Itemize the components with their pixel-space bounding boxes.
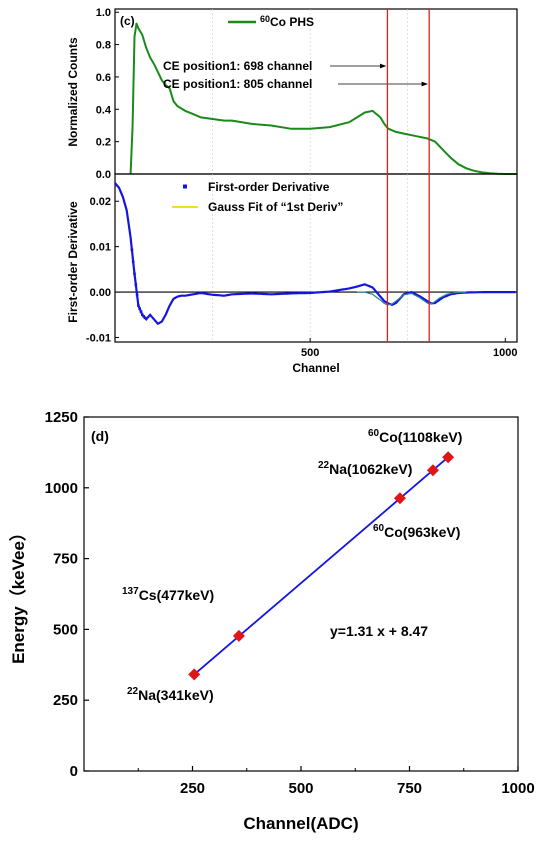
fit-equation: y=1.31 x + 8.47 [330, 623, 428, 639]
derivative-y-tick-label: 0.02 [90, 196, 111, 208]
calibration-x-tick-label: 250 [180, 780, 205, 797]
derivative-point [130, 248, 134, 251]
derivative-x-tick-label: 1000 [493, 347, 517, 359]
calibration-point [393, 492, 406, 505]
derivative-point [138, 307, 142, 311]
calibration-point-label: 22Na(341keV) [127, 686, 214, 703]
calibration-y-tick-label: 0 [70, 763, 78, 780]
derivative-panel: 0.02 0.01 0.00 -0.01 500 1000 First-order De… [66, 173, 518, 375]
phs-legend-sup: 60 [260, 14, 270, 24]
derivative-series-line [114, 182, 516, 326]
calibration-x-tick-label: 500 [288, 780, 313, 797]
gauss-fit-line [357, 291, 467, 306]
derivative-point [131, 260, 135, 264]
derivative-point [141, 313, 144, 317]
phs-legend-name: Co PHS [270, 15, 314, 29]
calibration-y-tick-label: 1000 [45, 480, 78, 497]
derivative-point [139, 310, 143, 314]
calibration-y-tick-label: 250 [53, 692, 78, 709]
phs-y-tick-label: 0.0 [96, 169, 111, 181]
derivative-legend-text: First-order Derivative [208, 180, 330, 194]
phs-y-tick-label: 1.0 [96, 7, 111, 19]
derivative-point [135, 293, 139, 297]
derivative-x-axis-label: Channel [292, 361, 339, 375]
calibration-x-tick-label: 750 [397, 780, 422, 797]
calibration-point [188, 668, 201, 681]
calibration-point [426, 464, 439, 477]
calibration-point-label: 60Co(963keV) [373, 523, 460, 540]
derivative-y-tick-label: -0.01 [86, 332, 111, 344]
derivative-point [134, 283, 138, 286]
derivative-legend-marker [183, 184, 187, 189]
phs-y-axis-label: Normalized Counts [66, 37, 80, 147]
derivative-point [133, 272, 136, 276]
phs-y-tick-label: 0.4 [96, 104, 112, 116]
derivative-y-tick-label: 0.00 [90, 287, 111, 299]
calibration-y-tick-label: 500 [53, 621, 78, 638]
derivative-y-axis-label: First-order Derivative [66, 201, 80, 323]
phs-series-line [129, 22, 517, 175]
calibration-y-tick-label: 1250 [45, 409, 78, 426]
calibration-point [232, 629, 245, 642]
ce-position-annotation: CE position1: 698 channel [163, 59, 312, 73]
phs-y-tick-label: 0.2 [96, 137, 111, 149]
phs-y-tick-label: 0.8 [96, 40, 111, 52]
calibration-y-tick-label: 750 [53, 551, 78, 568]
calibration-x-tick-label: 1000 [501, 780, 534, 797]
phs-plot-frame [114, 8, 518, 175]
phs-legend-text: 60Co PHS [260, 14, 314, 29]
derivative-point [137, 304, 140, 307]
derivative-y-tick-label: 0.01 [90, 242, 111, 254]
derivative-point [143, 316, 147, 320]
calibration-y-axis-label: Energy（keVee） [8, 524, 28, 664]
derivative-legend-text: Gauss Fit of “1st Deriv” [208, 200, 343, 214]
derivative-plot-frame [114, 173, 518, 343]
panel-label-c: (c) [120, 14, 135, 28]
ce-position-annotation: CE position1: 805 channel [163, 77, 312, 91]
calibration-point [442, 451, 455, 464]
calibration-point-label: 60Co(1108keV) [368, 428, 462, 445]
derivative-x-tick-label: 500 [301, 347, 319, 359]
calibration-panel: 0 250 500 750 1000 1250 250 500 750 1000 Energy（… [8, 409, 535, 833]
derivative-point [142, 314, 145, 318]
phs-y-tick-label: 0.6 [96, 72, 111, 84]
calibration-x-axis-label: Channel(ADC) [243, 814, 358, 833]
calibration-point-label: 137Cs(477keV) [122, 586, 214, 603]
calibration-fit-line [193, 456, 449, 676]
panel-label-d: (d) [91, 428, 109, 444]
calibration-point-label: 22Na(1062keV) [318, 460, 412, 477]
phs-panel: 0.0 0.2 0.4 0.6 0.8 1.0 Normalized Counts (c)… [66, 7, 518, 181]
